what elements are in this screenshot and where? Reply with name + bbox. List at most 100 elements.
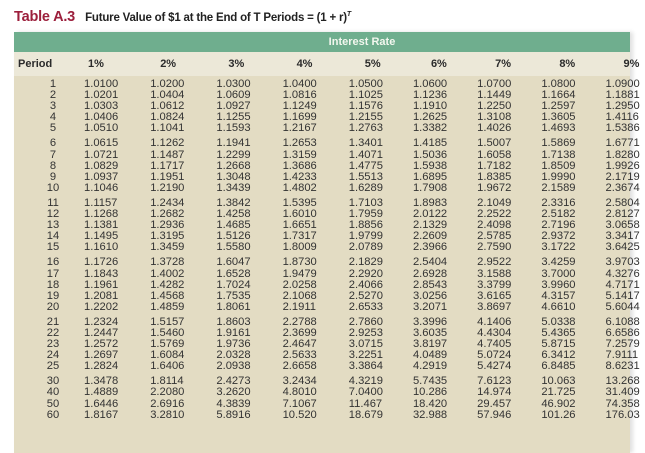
value-cell: 4.7405 — [477, 338, 512, 351]
value-cell: 1.1951 — [150, 170, 185, 183]
value-cell: 3.0256 — [412, 289, 448, 302]
value-cell: 2.6916 — [150, 397, 185, 410]
period-cell: 7 — [49, 148, 57, 161]
value-cell: 2.8127 — [605, 208, 640, 221]
value-cell: 1.4859 — [150, 300, 185, 313]
value-cell: 2.7196 — [541, 219, 576, 232]
value-cell: 1.0937 — [84, 170, 119, 183]
period-cell: 3 — [49, 100, 57, 113]
value-cell: 1.4775 — [348, 159, 383, 172]
table-row: 17 1.1843 1.4002 1.6528 1.9479 2.2920 2.6928 3.… — [14, 267, 640, 280]
value-cell: 1.8385 — [477, 170, 512, 183]
value-cell: 1.3195 — [150, 230, 185, 243]
value-cell: 1.0824 — [150, 111, 185, 124]
value-cell: 1.1717 — [150, 159, 185, 172]
value-cell: 1.1236 — [412, 89, 448, 102]
title-exponent: T — [346, 11, 351, 19]
value-cell: 1.1576 — [348, 100, 383, 113]
value-cell: 1.1843 — [84, 267, 119, 280]
value-cell: 1.7317 — [282, 230, 317, 243]
value-cell: 1.3459 — [150, 241, 185, 254]
value-cell: 1.0615 — [84, 137, 119, 150]
value-cell: 1.8730 — [282, 256, 317, 269]
value-cell: 1.2324 — [84, 315, 119, 328]
value-cell: 3.6425 — [605, 241, 640, 254]
value-cell: 1.1041 — [150, 122, 185, 135]
period-cell: 60 — [46, 408, 60, 421]
value-cell: 1.2824 — [84, 360, 119, 373]
value-cell: 1.1610 — [84, 241, 119, 254]
value-cell: 2.9522 — [477, 256, 512, 269]
value-cell: 2.8543 — [412, 278, 448, 291]
value-cell: 31.409 — [605, 386, 640, 399]
value-cell: 1.3728 — [150, 256, 185, 269]
value-cell: 1.7182 — [477, 159, 512, 172]
period-cell: 22 — [46, 326, 60, 339]
value-cell: 1.5395 — [282, 196, 317, 209]
value-cell: 3.3996 — [412, 315, 448, 328]
value-cell: 1.1157 — [84, 196, 118, 209]
period-cell: 4 — [49, 111, 57, 124]
value-cell: 2.7590 — [477, 241, 512, 254]
value-cell: 2.1068 — [282, 289, 317, 302]
value-cell: 3.2434 — [282, 375, 317, 388]
table-body: 1 1.0100 1.0200 1.0300 1.0400 1.0500 1.0600 1.0… — [14, 76, 640, 453]
value-cell: 1.5460 — [150, 326, 185, 339]
value-cell: 4.4304 — [477, 326, 512, 339]
value-cell: 1.2597 — [541, 100, 576, 113]
value-cell: 1.1381 — [84, 219, 119, 232]
value-cell: 3.6165 — [477, 289, 512, 302]
value-cell: 1.2763 — [348, 122, 383, 135]
value-cell: 1.4002 — [150, 267, 185, 280]
value-cell: 3.7000 — [541, 267, 576, 280]
value-cell: 5.8916 — [216, 408, 251, 421]
value-cell: 3.0658 — [605, 219, 640, 232]
value-cell: 4.3157 — [541, 289, 576, 302]
value-cell: 1.0721 — [84, 148, 119, 161]
value-cell: 1.4568 — [150, 289, 185, 302]
table-row: 40 1.4889 2.2080 3.2620 4.8010 7.0400 10.286 14… — [14, 386, 640, 399]
value-cell: 74.358 — [605, 397, 640, 410]
value-cell: 1.0829 — [84, 159, 119, 172]
period-cell: 40 — [46, 386, 60, 399]
value-cell: 7.6123 — [477, 375, 512, 388]
period-cell: 15 — [46, 241, 60, 254]
table-row: 3 1.0303 1.0612 1.0927 1.1249 1.1576 1.1910 1.2… — [14, 100, 640, 113]
value-cell: 2.4273 — [216, 375, 251, 388]
value-cell: 1.5580 — [216, 241, 251, 254]
value-cell: 1.4282 — [150, 278, 185, 291]
value-cell: 1.5036 — [412, 148, 448, 161]
value-cell: 1.1495 — [84, 230, 119, 243]
value-cell: 1.9479 — [282, 267, 317, 280]
value-cell: 5.1417 — [605, 289, 640, 302]
table-row: 5 1.0510 1.1041 1.1593 1.2167 1.2763 1.3382 1.4… — [14, 122, 640, 135]
value-cell: 1.0300 — [216, 78, 251, 90]
value-cell: 1.1961 — [84, 278, 119, 291]
table-row: 19 1.2081 1.4568 1.7535 2.1068 2.5270 3.0256 3.… — [14, 289, 640, 302]
value-cell: 2.1329 — [412, 219, 448, 232]
value-cell: 1.0800 — [541, 78, 576, 90]
value-cell: 1.6406 — [150, 360, 185, 373]
rate-header: 3% — [228, 58, 245, 70]
value-cell: 1.5126 — [216, 230, 251, 243]
value-cell: 7.2579 — [605, 338, 640, 351]
table-title: Future Value of $1 at the End of T Perio… — [85, 11, 351, 24]
value-cell: 1.2155 — [348, 111, 383, 124]
table-row: 15 1.1610 1.3459 1.5580 1.8009 2.0789 2.3966 2.… — [14, 241, 640, 254]
rate-header: 7% — [495, 58, 512, 70]
value-cell: 1.7959 — [348, 208, 383, 221]
value-cell: 29.457 — [477, 397, 512, 410]
value-cell: 1.4116 — [605, 111, 639, 124]
table-row: 13 1.1381 1.2936 1.4685 1.6651 1.8856 2.1329 2.… — [14, 219, 640, 232]
table-row: 21 1.2324 1.5157 1.8603 2.2788 2.7860 3.3996 4.… — [14, 315, 640, 328]
value-cell: 1.3842 — [216, 196, 251, 209]
period-cell: 11 — [47, 196, 59, 209]
value-cell: 8.6231 — [605, 360, 640, 373]
value-cell: 2.2920 — [348, 267, 383, 280]
value-cell: 1.2653 — [282, 137, 317, 150]
value-cell: 1.0200 — [150, 78, 185, 90]
table-row: 7 1.0721 1.1487 1.2299 1.3159 1.4071 1.5036 1.6… — [14, 148, 640, 161]
period-cell: 24 — [46, 349, 60, 362]
value-cell: 6.8485 — [541, 360, 576, 373]
period-cell: 25 — [46, 360, 60, 373]
